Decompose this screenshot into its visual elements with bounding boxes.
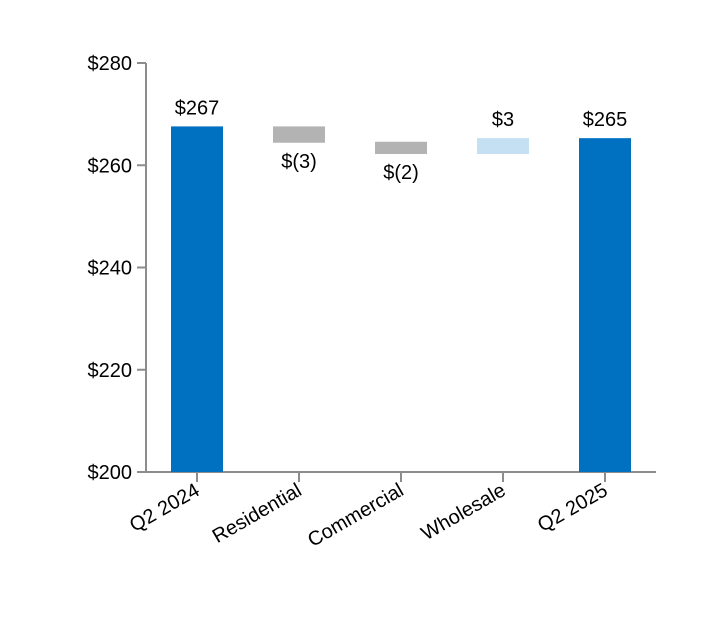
bar-q2-2025	[579, 138, 631, 472]
bar-residential	[273, 126, 325, 143]
x-tick-label: Q2 2025	[534, 479, 611, 536]
y-tick-label: $200	[88, 462, 133, 484]
x-tick-label: Wholesale	[418, 479, 510, 545]
bar-q2-2024	[171, 126, 223, 473]
x-tick-label: Residential	[209, 479, 306, 548]
data-labels: $267 $(3) $(2) $3 $265	[175, 97, 628, 184]
y-tick-label: $280	[88, 53, 133, 75]
data-label: $(3)	[281, 151, 317, 173]
x-tick-label: Q2 2024	[126, 479, 203, 536]
data-label: $267	[175, 97, 220, 119]
bars	[171, 126, 631, 473]
bar-commercial	[375, 141, 427, 155]
bar-wholesale	[477, 138, 529, 155]
data-label: $(2)	[383, 162, 419, 184]
y-tick-label: $240	[88, 258, 133, 280]
y-tick-label: $220	[88, 360, 133, 382]
data-label: $265	[583, 109, 628, 131]
y-tick-label: $260	[88, 155, 133, 177]
y-axis: $200 $220 $240 $260 $280	[88, 53, 147, 484]
x-tick-label: Commercial	[304, 479, 407, 551]
data-label: $3	[492, 109, 514, 131]
